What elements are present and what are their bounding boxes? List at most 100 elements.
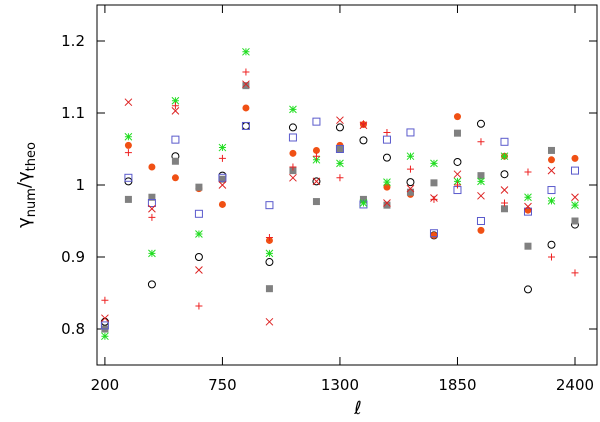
y-tick-label: 0.9 xyxy=(61,248,85,266)
point xyxy=(453,177,462,186)
point xyxy=(289,105,297,114)
point xyxy=(100,321,109,330)
point xyxy=(124,132,133,141)
y-label-part: /γ xyxy=(14,171,35,188)
point xyxy=(335,123,344,132)
point xyxy=(242,47,250,56)
point xyxy=(477,177,485,186)
point xyxy=(218,200,226,208)
point xyxy=(336,145,344,153)
point xyxy=(430,159,438,168)
point xyxy=(218,143,227,152)
point xyxy=(477,226,485,234)
point xyxy=(430,179,438,187)
point xyxy=(171,157,179,165)
point xyxy=(547,146,555,154)
point xyxy=(571,201,579,210)
point xyxy=(383,178,391,186)
point xyxy=(124,173,133,182)
point xyxy=(523,207,532,216)
x-tick-label: 2400 xyxy=(556,376,594,394)
point xyxy=(242,104,250,112)
x-tick-label: 1300 xyxy=(321,376,359,394)
point xyxy=(288,123,297,132)
point xyxy=(406,188,414,196)
point xyxy=(312,177,321,186)
point xyxy=(476,217,485,225)
point xyxy=(430,231,438,239)
point xyxy=(242,82,250,90)
point xyxy=(500,137,509,146)
y-tick-label: 0.8 xyxy=(61,320,85,338)
y-label-part: theo xyxy=(24,142,39,171)
point xyxy=(336,174,344,182)
point xyxy=(547,253,555,261)
point xyxy=(500,186,509,194)
point xyxy=(383,201,391,209)
point xyxy=(571,154,579,162)
point xyxy=(312,117,321,126)
point xyxy=(429,229,438,238)
point xyxy=(500,170,509,179)
x-tick-label: 200 xyxy=(91,376,120,394)
point xyxy=(101,314,109,323)
point xyxy=(124,149,132,157)
point xyxy=(195,266,203,274)
point xyxy=(218,181,227,189)
point xyxy=(124,141,132,149)
x-tick-label: 750 xyxy=(208,376,237,394)
point xyxy=(406,128,415,137)
point xyxy=(288,133,297,142)
point xyxy=(430,194,438,202)
point xyxy=(382,135,391,144)
point xyxy=(406,184,415,193)
point xyxy=(336,159,344,168)
point xyxy=(477,172,485,180)
x-axis-label: ℓ xyxy=(353,398,361,419)
point xyxy=(265,249,274,258)
point xyxy=(382,153,391,162)
y-label-part: num xyxy=(24,188,39,217)
point xyxy=(265,234,273,242)
point xyxy=(195,183,203,191)
point xyxy=(453,157,462,166)
point xyxy=(359,195,367,203)
point xyxy=(289,163,297,171)
point xyxy=(524,193,532,202)
point xyxy=(477,138,485,146)
point xyxy=(453,113,461,121)
point xyxy=(147,199,156,207)
point xyxy=(359,136,368,145)
point xyxy=(218,173,227,182)
point xyxy=(524,202,532,211)
point xyxy=(453,129,461,137)
point xyxy=(171,174,179,182)
point xyxy=(147,280,156,289)
plot-frame xyxy=(96,4,598,366)
point xyxy=(476,119,485,128)
point xyxy=(195,302,203,310)
point xyxy=(524,168,532,176)
point xyxy=(406,152,415,161)
point xyxy=(195,230,203,238)
point xyxy=(312,198,320,206)
point xyxy=(171,135,180,144)
point xyxy=(453,181,461,189)
y-tick-label: 1.1 xyxy=(61,104,85,122)
point xyxy=(570,166,579,175)
x-tick-label: 1850 xyxy=(438,376,476,394)
point xyxy=(453,170,462,179)
point xyxy=(148,163,156,171)
point xyxy=(312,146,320,154)
point xyxy=(148,193,156,201)
point xyxy=(265,201,274,210)
point xyxy=(148,249,156,258)
point xyxy=(547,166,556,175)
point xyxy=(383,199,391,207)
point xyxy=(124,98,133,107)
point xyxy=(523,285,532,294)
point xyxy=(194,253,203,261)
point xyxy=(265,285,273,293)
point xyxy=(477,191,485,200)
